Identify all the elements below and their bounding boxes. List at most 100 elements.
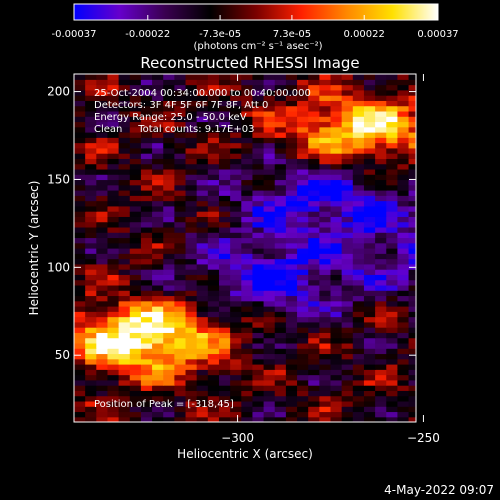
heatmap-cell xyxy=(107,163,120,170)
heatmap-cell xyxy=(230,332,242,339)
heatmap-cell xyxy=(330,358,343,365)
heatmap-cell xyxy=(297,374,309,381)
heatmap-cell xyxy=(118,406,131,413)
heatmap-cell xyxy=(174,74,187,80)
heatmap-cell xyxy=(408,342,416,349)
heatmap-cell xyxy=(408,168,416,175)
heatmap-cell xyxy=(397,116,410,123)
colorbar-tick-label: -7.3e-05 xyxy=(199,29,241,40)
heatmap-cell xyxy=(96,237,109,244)
heatmap-cell xyxy=(85,374,97,381)
heatmap-cell xyxy=(174,200,187,207)
heatmap-cell xyxy=(319,406,332,413)
heatmap-cell xyxy=(274,110,287,117)
heatmap-cell xyxy=(297,147,309,154)
heatmap-cell xyxy=(218,89,231,96)
heatmap-cell xyxy=(129,89,142,96)
heatmap-cell xyxy=(85,327,97,333)
heatmap-cell xyxy=(129,279,142,286)
heatmap-cell xyxy=(319,132,332,138)
heatmap-cell xyxy=(241,242,254,249)
heatmap-cell xyxy=(96,116,109,123)
heatmap-cell xyxy=(285,184,298,191)
heatmap-cell xyxy=(107,168,120,175)
heatmap-cell xyxy=(319,242,332,249)
heatmap-cell xyxy=(297,342,309,349)
heatmap-cell xyxy=(174,337,187,344)
heatmap-cell xyxy=(408,237,416,244)
heatmap-cell xyxy=(118,100,131,107)
heatmap-cell xyxy=(196,74,209,80)
heatmap-cell xyxy=(308,95,320,101)
heatmap-cell xyxy=(185,248,198,254)
heatmap-cell xyxy=(118,142,131,149)
heatmap-cell xyxy=(263,348,276,355)
plot-frame xyxy=(73,73,417,423)
heatmap-cell xyxy=(174,168,187,175)
heatmap-cell xyxy=(163,358,175,365)
heatmap-cell xyxy=(230,316,242,323)
heatmap-cell xyxy=(363,284,376,291)
heatmap-cell xyxy=(330,379,343,386)
heatmap-cell xyxy=(107,306,120,312)
heatmap-cell xyxy=(330,279,343,286)
heatmap-cell xyxy=(218,168,231,175)
heatmap-cell xyxy=(363,253,376,260)
heatmap-cell xyxy=(152,190,164,196)
heatmap-cell xyxy=(285,126,298,133)
heatmap-cell xyxy=(140,168,153,175)
heatmap-cell xyxy=(140,290,153,297)
heatmap-cell xyxy=(118,184,131,191)
heatmap-cell xyxy=(285,364,298,370)
heatmap-cell xyxy=(74,137,86,144)
heatmap-cell xyxy=(107,332,120,339)
heatmap-cell xyxy=(297,168,309,175)
heatmap-cell xyxy=(218,390,231,397)
heatmap-cell xyxy=(230,300,242,307)
heatmap-cell xyxy=(185,300,198,307)
heatmap-cell xyxy=(285,300,298,307)
heatmap-cell xyxy=(74,179,86,186)
heatmap-cell xyxy=(397,121,410,128)
heatmap-cell xyxy=(375,353,387,360)
heatmap-cell xyxy=(363,279,376,286)
heatmap-cell xyxy=(363,390,376,397)
heatmap-cell xyxy=(230,385,242,391)
heatmap-cell xyxy=(319,179,332,186)
heatmap-cell xyxy=(252,184,265,191)
heatmap-cell xyxy=(263,248,276,254)
heatmap-cell xyxy=(352,295,365,302)
heatmap-cell xyxy=(252,395,265,402)
heatmap-cell xyxy=(386,221,399,228)
heatmap-cell xyxy=(352,358,365,365)
heatmap-cell xyxy=(207,290,220,297)
heatmap-cell xyxy=(152,95,164,101)
heatmap-cell xyxy=(397,358,410,365)
heatmap-cell xyxy=(96,306,109,312)
heatmap-cell xyxy=(85,337,97,344)
heatmap-cell xyxy=(185,321,198,328)
heatmap-cell xyxy=(129,358,142,365)
heatmap-cell xyxy=(341,327,354,333)
heatmap-cell xyxy=(408,121,416,128)
heatmap-cell xyxy=(408,211,416,217)
heatmap-cell xyxy=(341,284,354,291)
heatmap-cell xyxy=(129,232,142,239)
heatmap-cell xyxy=(274,242,287,249)
heatmap-cell xyxy=(107,184,120,191)
heatmap-cell xyxy=(96,332,109,339)
heatmap-cell xyxy=(375,274,387,281)
heatmap-cell xyxy=(252,242,265,249)
heatmap-cell xyxy=(274,321,287,328)
heatmap-cell xyxy=(96,358,109,365)
heatmap-cell xyxy=(241,306,254,312)
heatmap-cell xyxy=(397,211,410,217)
heatmap-cell xyxy=(408,126,416,133)
heatmap-cell xyxy=(397,284,410,291)
heatmap-cell xyxy=(375,342,387,349)
heatmap-cell xyxy=(174,142,187,149)
heatmap-cell xyxy=(218,184,231,191)
heatmap-cell xyxy=(129,327,142,333)
heatmap-cell xyxy=(341,163,354,170)
heatmap-cell xyxy=(96,221,109,228)
